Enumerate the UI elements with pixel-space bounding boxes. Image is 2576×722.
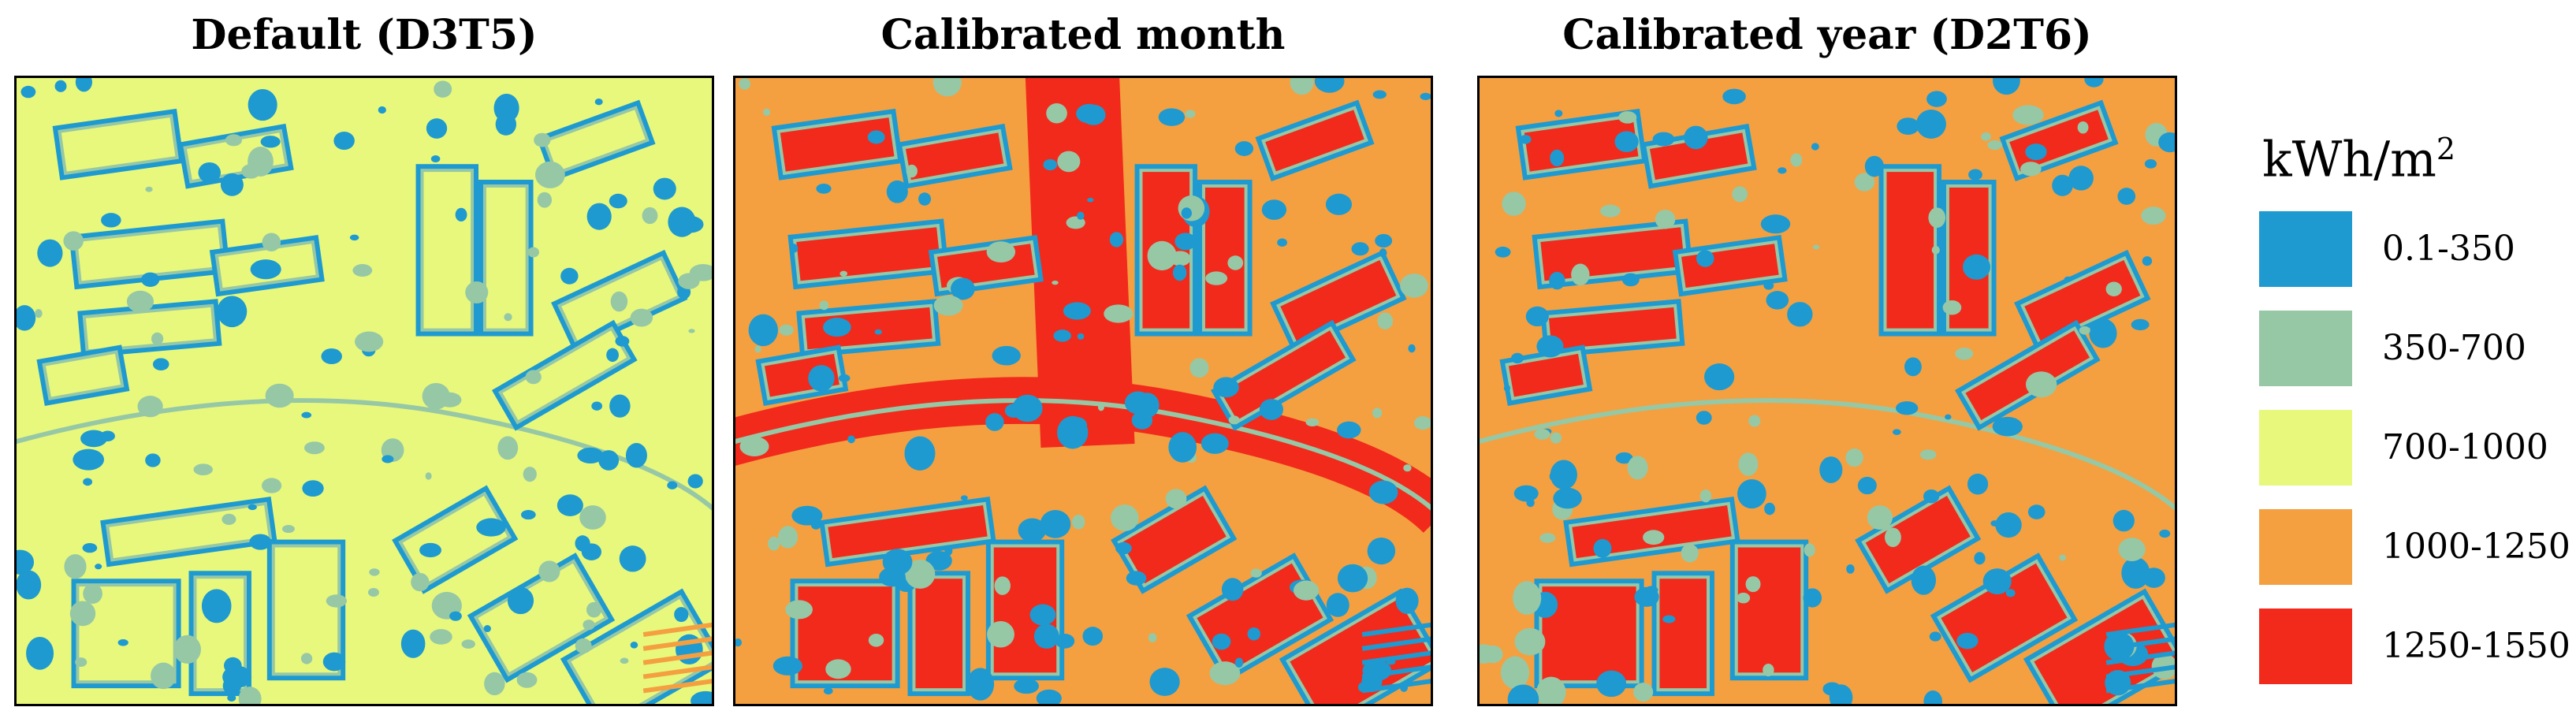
legend-swatch [2259, 409, 2352, 486]
legend: kWh/m2 0.1-350 350-700 700-1000 1000-1250 12… [2259, 130, 2570, 708]
legend-item: 1000-1250 [2259, 508, 2570, 585]
legend-item: 350-700 [2259, 310, 2567, 386]
map-panel-calibrated-year [1477, 76, 2177, 706]
legend-label: 1250-1550 [2382, 626, 2570, 667]
panel-title-default: Default (D3T5) [191, 11, 538, 59]
legend-label: 0.1-350 [2382, 229, 2515, 270]
map-panel-calibrated-month [733, 76, 1433, 706]
legend-label: 1000-1250 [2382, 527, 2570, 568]
legend-item: 700-1000 [2259, 409, 2567, 486]
solar-irradiation-map-default [17, 78, 712, 704]
panel-title-calibrated-month: Calibrated month [880, 11, 1286, 59]
legend-label: 350-700 [2382, 328, 2526, 369]
legend-swatch [2259, 608, 2352, 684]
legend-swatch [2259, 310, 2352, 386]
legend-item: 1250-1550 [2259, 608, 2570, 684]
solar-irradiation-map-calibrated-month [735, 78, 1431, 704]
legend-label: 700-1000 [2382, 427, 2548, 468]
map-panel-default [14, 76, 714, 706]
legend-swatch [2259, 508, 2352, 585]
panel-title-calibrated-year: Calibrated year (D2T6) [1562, 11, 2092, 59]
legend-item: 0.1-350 [2259, 210, 2567, 287]
legend-swatch [2259, 210, 2352, 287]
legend-unit: kWh/m2 [2262, 130, 2456, 188]
solar-irradiation-map-calibrated-year [1480, 78, 2175, 704]
